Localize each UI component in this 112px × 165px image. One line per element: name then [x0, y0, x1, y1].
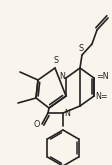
Text: =N: =N: [95, 72, 107, 81]
Text: N: N: [64, 109, 70, 118]
Text: S: S: [53, 56, 58, 65]
Text: N=: N=: [95, 92, 107, 101]
Text: O: O: [34, 120, 40, 129]
Text: N: N: [59, 72, 65, 81]
Text: S: S: [78, 44, 83, 53]
